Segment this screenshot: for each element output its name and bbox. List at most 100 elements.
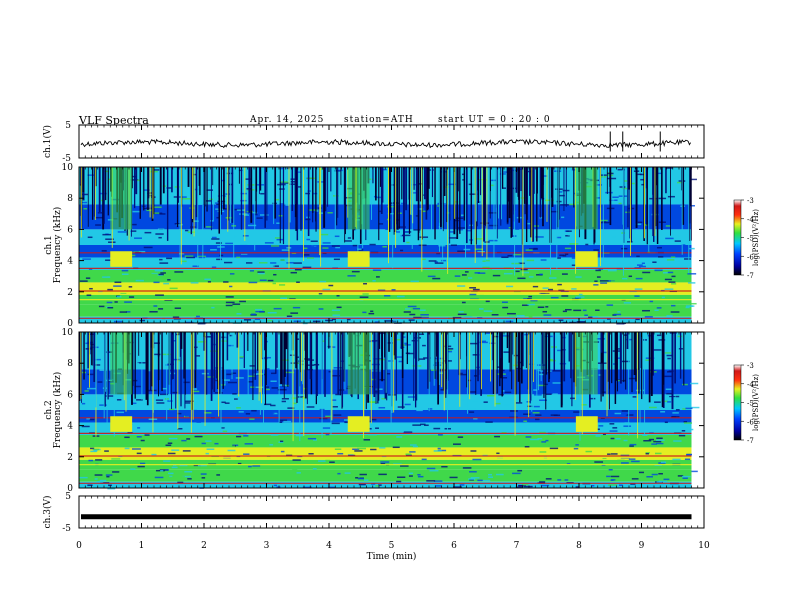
speckle bbox=[510, 407, 516, 409]
speckle bbox=[573, 309, 582, 312]
speckle bbox=[221, 427, 225, 429]
speckle bbox=[546, 408, 554, 411]
speckle bbox=[434, 262, 444, 264]
y-axis-label: Frequency (kHz) bbox=[52, 207, 63, 284]
speckle bbox=[93, 172, 102, 175]
speckle bbox=[685, 407, 693, 410]
speckle bbox=[331, 422, 340, 425]
speckle bbox=[243, 435, 249, 437]
speckle bbox=[325, 433, 330, 436]
speckle bbox=[167, 442, 173, 444]
speckle bbox=[677, 181, 684, 184]
speckle bbox=[186, 256, 196, 259]
speckle bbox=[254, 318, 261, 320]
speckle bbox=[500, 335, 510, 337]
speckle bbox=[113, 285, 122, 287]
speckle bbox=[417, 208, 424, 210]
speckle bbox=[359, 473, 367, 476]
speckle bbox=[674, 218, 681, 221]
speckle bbox=[351, 270, 360, 273]
speckle bbox=[601, 351, 608, 354]
speckle bbox=[337, 452, 344, 455]
speckle bbox=[250, 386, 255, 388]
speckle bbox=[244, 443, 254, 445]
speckle bbox=[273, 273, 277, 276]
speckle bbox=[166, 257, 173, 260]
speckle bbox=[424, 424, 429, 427]
speckle bbox=[160, 255, 169, 258]
freq-band bbox=[79, 167, 692, 205]
speckle bbox=[635, 277, 643, 280]
speckle bbox=[97, 335, 106, 338]
speckle bbox=[423, 357, 431, 359]
speckle bbox=[167, 363, 174, 366]
speckle bbox=[437, 372, 444, 374]
speckle bbox=[595, 378, 603, 380]
speckle bbox=[673, 440, 682, 442]
speckle bbox=[246, 395, 252, 398]
speckle bbox=[384, 320, 394, 322]
speckle bbox=[90, 447, 95, 450]
speckle bbox=[605, 399, 615, 402]
speckle bbox=[296, 171, 302, 174]
speckle bbox=[550, 319, 554, 322]
speckle bbox=[114, 281, 122, 284]
speckle bbox=[89, 418, 95, 421]
speckle bbox=[593, 284, 599, 286]
speckle bbox=[688, 247, 695, 250]
speckle bbox=[154, 353, 161, 356]
speckle bbox=[163, 460, 171, 462]
speckle bbox=[239, 356, 245, 358]
speckle bbox=[612, 196, 619, 198]
speckle bbox=[494, 435, 501, 438]
speckle bbox=[231, 445, 236, 447]
speckle bbox=[433, 480, 443, 482]
speckle bbox=[549, 264, 556, 266]
speckle bbox=[281, 397, 289, 400]
speckle bbox=[435, 485, 442, 487]
speckle bbox=[637, 173, 642, 176]
speckle bbox=[293, 320, 301, 322]
y-tick-label: 2 bbox=[67, 453, 73, 463]
speckle bbox=[203, 336, 213, 338]
speckle bbox=[151, 453, 157, 456]
speckle bbox=[542, 287, 549, 289]
speckle bbox=[667, 271, 674, 274]
speckle bbox=[458, 373, 467, 376]
speckle bbox=[169, 475, 173, 478]
speckle bbox=[318, 308, 324, 310]
speckle bbox=[270, 404, 276, 407]
colorbar-label: log(PSD)(V²/Hz) bbox=[752, 374, 760, 431]
speckle bbox=[87, 387, 96, 390]
speckle bbox=[403, 231, 410, 233]
speckle bbox=[489, 413, 493, 416]
speckle bbox=[497, 205, 501, 207]
speckle bbox=[216, 216, 221, 219]
speckle bbox=[116, 399, 122, 401]
speckle bbox=[410, 183, 417, 186]
speckle bbox=[97, 212, 102, 214]
speckle bbox=[319, 350, 324, 352]
speckle bbox=[212, 236, 217, 239]
speckle bbox=[691, 178, 697, 181]
speckle bbox=[575, 276, 582, 278]
speckle bbox=[150, 271, 157, 274]
speckle bbox=[413, 337, 421, 339]
speckle bbox=[668, 281, 676, 283]
speckle bbox=[286, 315, 293, 318]
speckle bbox=[658, 413, 666, 415]
speckle bbox=[247, 224, 257, 227]
speckle bbox=[98, 312, 106, 315]
colorbar-tick-label: -6 bbox=[747, 253, 754, 261]
speckle bbox=[525, 249, 533, 251]
y-tick-label: 5 bbox=[65, 492, 71, 502]
speckle bbox=[598, 425, 604, 427]
speckle bbox=[487, 269, 493, 271]
speckle bbox=[159, 262, 169, 264]
speckle bbox=[681, 426, 688, 429]
speckle bbox=[675, 395, 680, 398]
speckle bbox=[91, 305, 100, 308]
speckle bbox=[501, 187, 506, 189]
speckle bbox=[87, 484, 93, 486]
speckle bbox=[464, 271, 469, 273]
